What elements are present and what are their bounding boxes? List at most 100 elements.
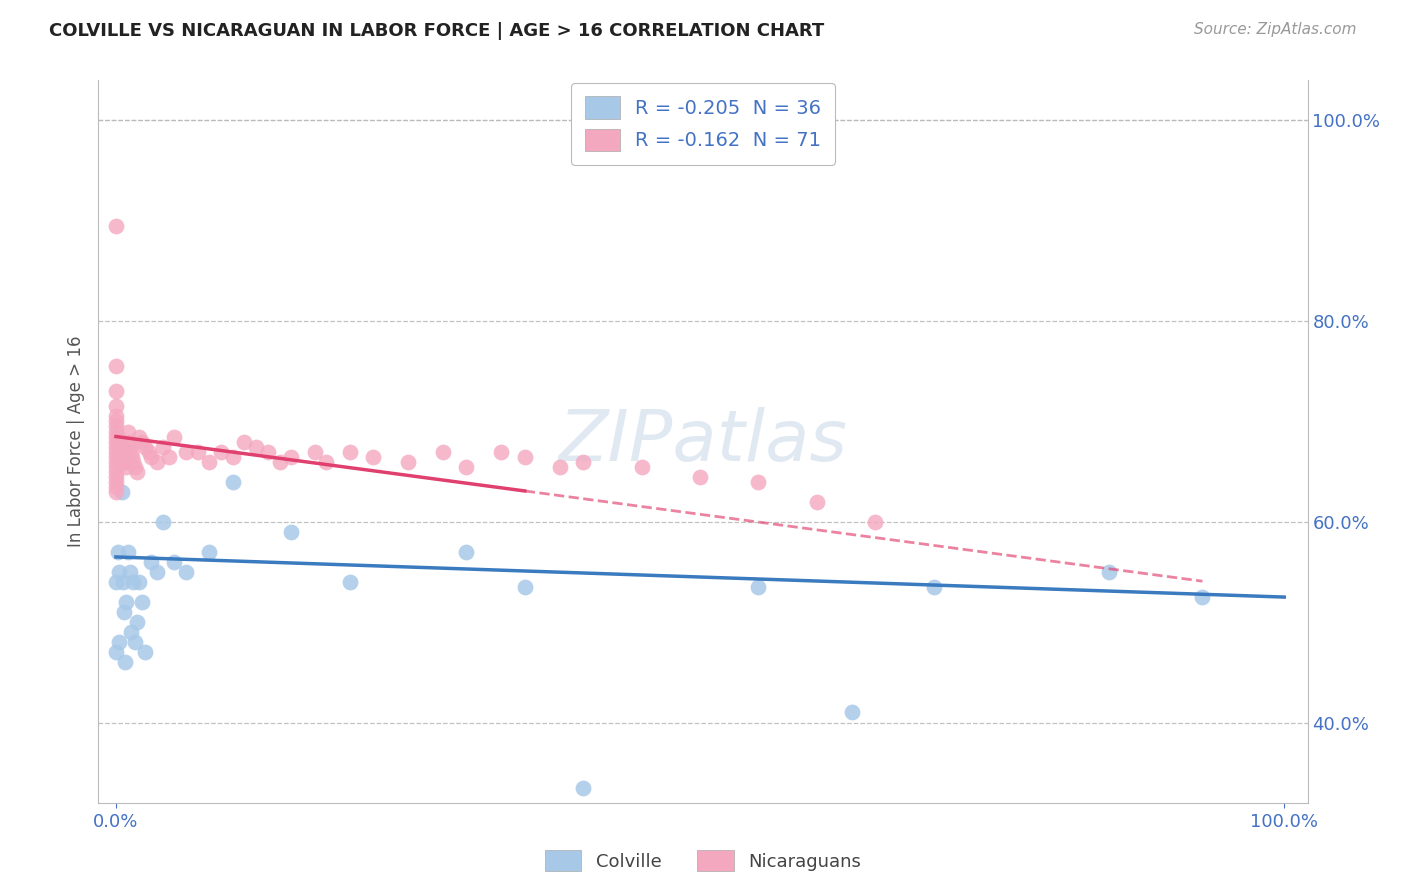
Point — [187, 444, 209, 458]
Point — [233, 434, 256, 449]
Point — [104, 480, 127, 494]
Point — [209, 444, 232, 458]
Point — [125, 615, 148, 630]
Point — [152, 515, 174, 529]
Point — [245, 440, 267, 454]
Point — [139, 555, 162, 569]
Point — [112, 454, 135, 469]
Point — [125, 465, 148, 479]
Text: Source: ZipAtlas.com: Source: ZipAtlas.com — [1194, 22, 1357, 37]
Point — [104, 219, 127, 233]
Point — [112, 605, 135, 619]
Point — [128, 574, 150, 589]
Point — [222, 475, 245, 489]
Point — [139, 450, 162, 464]
Point — [107, 429, 129, 443]
Point — [134, 440, 156, 454]
Point — [138, 444, 160, 458]
Point — [110, 440, 132, 454]
Point — [124, 459, 146, 474]
Point — [104, 384, 127, 399]
Point — [146, 565, 169, 579]
Point — [104, 359, 127, 374]
Point — [865, 515, 887, 529]
Point — [513, 450, 536, 464]
Point — [104, 459, 127, 474]
Point — [689, 469, 711, 483]
Point — [111, 574, 134, 589]
Point — [104, 414, 127, 428]
Point — [104, 454, 127, 469]
Point — [396, 454, 419, 469]
Point — [572, 454, 595, 469]
Point — [572, 780, 595, 795]
Point — [111, 484, 134, 499]
Point — [1191, 590, 1213, 604]
Point — [118, 434, 141, 449]
Point — [104, 450, 127, 464]
Point — [118, 440, 141, 454]
Legend: R = -0.205  N = 36, R = -0.162  N = 71: R = -0.205 N = 36, R = -0.162 N = 71 — [571, 83, 835, 165]
Point — [280, 524, 302, 539]
Text: COLVILLE VS NICARAGUAN IN LABOR FORCE | AGE > 16 CORRELATION CHART: COLVILLE VS NICARAGUAN IN LABOR FORCE | … — [49, 22, 824, 40]
Y-axis label: In Labor Force | Age > 16: In Labor Force | Age > 16 — [67, 335, 86, 548]
Point — [548, 459, 571, 474]
Point — [922, 580, 945, 594]
Point — [304, 444, 326, 458]
Point — [315, 454, 337, 469]
Point — [174, 565, 197, 579]
Point — [118, 565, 141, 579]
Point — [256, 444, 278, 458]
Point — [122, 574, 145, 589]
Point — [806, 494, 828, 508]
Legend: Colville, Nicaraguans: Colville, Nicaraguans — [538, 843, 868, 879]
Point — [1098, 565, 1121, 579]
Point — [104, 440, 127, 454]
Point — [491, 444, 513, 458]
Point — [131, 434, 153, 449]
Point — [114, 454, 136, 469]
Point — [747, 475, 769, 489]
Point — [104, 465, 127, 479]
Point — [134, 645, 156, 659]
Point — [104, 400, 127, 414]
Point — [198, 545, 221, 559]
Point — [121, 450, 143, 464]
Point — [104, 409, 127, 424]
Point — [108, 635, 131, 649]
Point — [128, 429, 150, 443]
Point — [120, 444, 142, 458]
Point — [117, 545, 139, 559]
Point — [117, 425, 139, 439]
Point — [456, 545, 478, 559]
Point — [163, 555, 186, 569]
Point — [114, 655, 136, 669]
Point — [747, 580, 769, 594]
Point — [104, 645, 127, 659]
Point — [456, 459, 478, 474]
Point — [269, 454, 291, 469]
Point — [104, 425, 127, 439]
Point — [152, 440, 174, 454]
Point — [198, 454, 221, 469]
Point — [361, 450, 384, 464]
Point — [146, 454, 169, 469]
Point — [432, 444, 454, 458]
Point — [339, 574, 361, 589]
Point — [115, 459, 138, 474]
Point — [104, 469, 127, 483]
Text: ZIPatlas: ZIPatlas — [558, 407, 848, 476]
Point — [104, 475, 127, 489]
Point — [513, 580, 536, 594]
Point — [104, 419, 127, 434]
Point — [107, 545, 129, 559]
Point — [222, 450, 245, 464]
Point — [115, 595, 138, 609]
Point — [174, 444, 197, 458]
Point — [120, 625, 142, 640]
Point — [280, 450, 302, 464]
Point — [104, 484, 127, 499]
Point — [163, 429, 186, 443]
Point — [108, 565, 131, 579]
Point — [339, 444, 361, 458]
